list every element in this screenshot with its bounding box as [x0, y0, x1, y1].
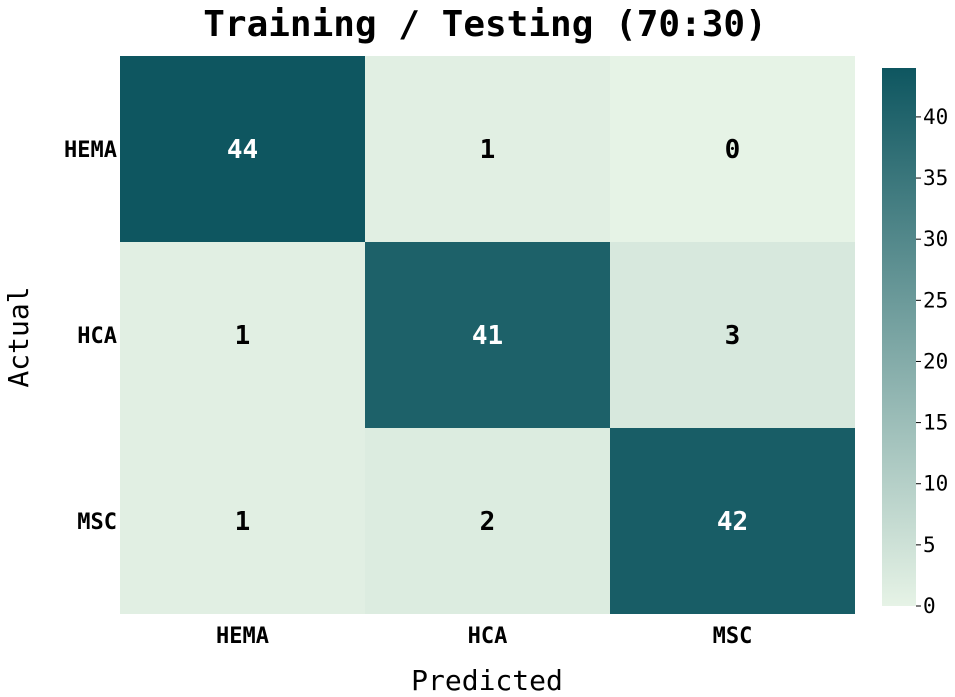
y-axis-label: Actual [2, 286, 35, 387]
x-tick-label: HCA [468, 624, 508, 649]
x-tick-labels: HEMA HCA MSC [216, 624, 752, 649]
x-axis-label: Predicted [411, 664, 563, 697]
cell-value-label: 3 [725, 321, 741, 351]
x-tick-label: HEMA [216, 624, 269, 649]
heatmap-cell [365, 56, 610, 242]
heatmap-cells [120, 56, 855, 614]
heatmap-cell [120, 242, 365, 428]
heatmap-cell-labels: 44 1 0 1 41 3 1 2 42 [227, 135, 748, 537]
x-tick-label: MSC [713, 624, 753, 649]
colorbar-tick-label: 25 [923, 288, 948, 312]
colorbar-tick-label: 10 [923, 472, 948, 496]
cell-value-label: 0 [725, 135, 741, 165]
chart-title: Training / Testing (70:30) [203, 4, 767, 45]
cell-value-label: 42 [717, 507, 748, 537]
heatmap-cell [610, 428, 855, 614]
heatmap-cell [610, 56, 855, 242]
y-tick-label: HCA [77, 324, 117, 349]
colorbar-tick-label: 5 [923, 533, 936, 557]
cell-value-label: 1 [235, 507, 251, 537]
heatmap-cell [610, 242, 855, 428]
heatmap-cell [365, 428, 610, 614]
y-tick-label: HEMA [64, 138, 117, 163]
heatmap-cell [120, 56, 365, 242]
cell-value-label: 1 [480, 135, 496, 165]
colorbar-tick-label: 0 [923, 594, 936, 618]
heatmap-cell [120, 428, 365, 614]
colorbar-ticks: 0 5 10 15 20 25 30 35 40 [916, 105, 948, 618]
colorbar-tick-label: 35 [923, 166, 948, 190]
colorbar-tick-label: 20 [923, 349, 948, 373]
cell-value-label: 41 [472, 321, 503, 351]
colorbar-tick-label: 40 [923, 105, 948, 129]
heatmap-cell [365, 242, 610, 428]
cell-value-label: 1 [235, 321, 251, 351]
cell-value-label: 2 [480, 507, 496, 537]
colorbar-tick-label: 30 [923, 227, 948, 251]
y-tick-label: MSC [77, 510, 117, 535]
colorbar [882, 68, 916, 606]
y-tick-labels: HEMA HCA MSC [64, 138, 117, 535]
cell-value-label: 44 [227, 135, 258, 165]
colorbar-tick-label: 15 [923, 411, 948, 435]
